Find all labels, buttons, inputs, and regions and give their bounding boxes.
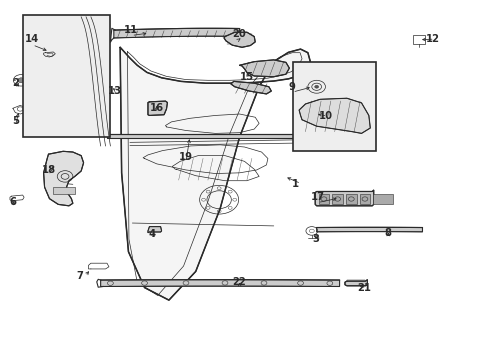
Polygon shape — [224, 32, 255, 47]
Bar — [293, 62, 375, 151]
Bar — [22, 15, 110, 137]
Bar — [318, 194, 329, 204]
Text: 15: 15 — [239, 72, 253, 82]
Bar — [412, 36, 424, 44]
Polygon shape — [101, 280, 339, 287]
Bar — [53, 187, 75, 194]
Polygon shape — [230, 81, 271, 94]
Text: 20: 20 — [232, 29, 246, 39]
Polygon shape — [148, 226, 161, 233]
Text: 3: 3 — [312, 234, 319, 244]
Text: 10: 10 — [318, 111, 332, 121]
Bar — [345, 194, 356, 204]
Polygon shape — [107, 134, 302, 138]
Polygon shape — [120, 47, 310, 300]
Bar — [331, 194, 342, 204]
Polygon shape — [43, 151, 83, 206]
Polygon shape — [344, 280, 366, 286]
Polygon shape — [315, 190, 373, 206]
Polygon shape — [239, 60, 289, 77]
Text: 1: 1 — [292, 179, 299, 189]
Polygon shape — [299, 98, 369, 134]
Text: 17: 17 — [310, 192, 324, 202]
Text: 22: 22 — [232, 277, 246, 287]
Text: 5: 5 — [12, 116, 19, 126]
Text: 11: 11 — [124, 25, 138, 35]
Text: 6: 6 — [9, 197, 17, 207]
Text: 9: 9 — [288, 82, 295, 92]
Polygon shape — [114, 28, 239, 38]
Text: 4: 4 — [148, 229, 155, 239]
Text: 18: 18 — [41, 165, 56, 175]
Polygon shape — [316, 227, 422, 232]
Circle shape — [18, 78, 24, 83]
Text: 12: 12 — [425, 34, 439, 44]
Text: 2: 2 — [12, 78, 19, 88]
Text: 19: 19 — [179, 152, 193, 162]
Text: 16: 16 — [149, 103, 163, 113]
Text: 13: 13 — [108, 86, 122, 96]
Text: 21: 21 — [357, 283, 371, 293]
Polygon shape — [148, 101, 167, 116]
Text: 14: 14 — [25, 35, 40, 44]
Circle shape — [314, 85, 318, 88]
Text: 7: 7 — [76, 271, 83, 281]
Text: 8: 8 — [384, 228, 391, 238]
Bar — [359, 194, 369, 204]
Bar — [372, 194, 392, 204]
